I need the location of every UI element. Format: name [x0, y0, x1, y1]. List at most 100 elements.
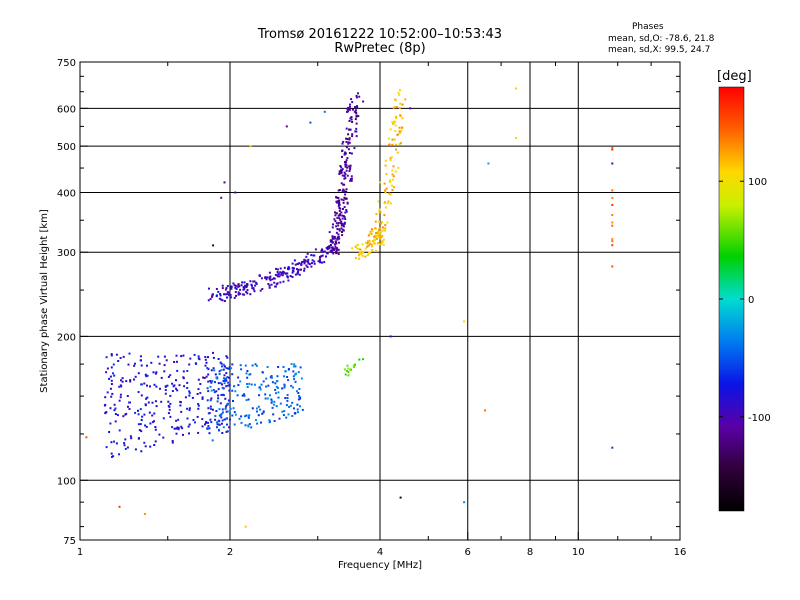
data-point — [267, 283, 270, 285]
data-point — [123, 442, 126, 444]
data-point — [392, 122, 395, 125]
data-point — [335, 249, 338, 252]
data-point — [375, 232, 378, 234]
data-point — [367, 240, 369, 243]
data-point — [366, 245, 369, 248]
data-point — [230, 367, 233, 370]
data-point — [379, 222, 382, 225]
data-point — [237, 376, 240, 379]
data-point — [355, 127, 358, 130]
data-point — [175, 427, 178, 430]
data-point — [328, 231, 331, 234]
data-point — [394, 124, 397, 127]
data-point — [399, 142, 402, 145]
data-point — [225, 287, 228, 289]
data-point — [206, 427, 209, 430]
data-point — [296, 408, 299, 411]
data-point — [351, 101, 354, 104]
data-point — [344, 368, 346, 371]
data-point — [611, 240, 614, 243]
data-point — [187, 425, 190, 428]
data-point — [345, 159, 348, 162]
data-point — [110, 395, 113, 398]
data-point — [134, 448, 137, 451]
data-point — [297, 411, 299, 414]
data-point — [265, 377, 268, 380]
data-point — [366, 242, 369, 245]
data-point — [401, 117, 404, 120]
data-point — [243, 394, 246, 397]
data-point — [206, 387, 209, 390]
data-point — [182, 370, 185, 373]
data-point — [177, 418, 180, 421]
data-point — [389, 157, 392, 160]
data-point — [207, 373, 210, 376]
data-point — [344, 151, 347, 154]
data-point — [181, 427, 184, 430]
data-point — [239, 288, 242, 291]
data-point — [212, 356, 215, 359]
data-point — [346, 364, 349, 367]
data-point — [268, 277, 271, 280]
data-point — [338, 199, 340, 202]
data-point — [335, 252, 338, 254]
data-point — [226, 291, 229, 294]
data-point — [337, 196, 340, 199]
phase-stats-o-mode: mean, sd,O: -78.6, 21.8 — [608, 34, 715, 44]
data-point — [266, 397, 269, 400]
data-point — [225, 379, 228, 382]
data-point — [384, 229, 386, 232]
data-point — [180, 425, 183, 428]
data-point — [611, 203, 614, 206]
chart-subtitle: RwPretec (8p) — [334, 41, 426, 56]
data-point — [179, 400, 182, 403]
data-point — [354, 363, 356, 366]
data-point — [355, 130, 358, 133]
data-point — [350, 118, 353, 121]
data-point — [207, 425, 210, 428]
data-point — [300, 262, 303, 265]
data-point — [379, 230, 381, 233]
data-point — [394, 130, 397, 133]
data-point — [196, 415, 199, 418]
data-point — [357, 92, 359, 95]
data-point — [343, 206, 346, 208]
data-point — [391, 178, 394, 181]
data-point — [154, 440, 157, 443]
data-point — [169, 374, 172, 377]
data-point — [395, 115, 397, 118]
data-point — [337, 248, 340, 251]
data-point — [341, 214, 344, 217]
data-point — [345, 190, 348, 193]
data-point — [297, 398, 300, 401]
data-point — [305, 255, 308, 258]
data-point — [384, 164, 387, 167]
data-point — [278, 417, 281, 420]
data-point — [129, 380, 132, 383]
x-tick-label: 8 — [527, 547, 533, 558]
data-point — [333, 247, 336, 250]
data-point — [214, 381, 216, 384]
data-point — [298, 395, 300, 397]
data-point — [306, 252, 309, 255]
data-point — [325, 255, 327, 258]
data-point — [241, 281, 244, 284]
data-point — [391, 173, 394, 176]
data-point — [246, 292, 249, 295]
data-point — [245, 414, 248, 417]
data-point — [219, 402, 222, 405]
data-point — [375, 236, 377, 239]
data-point — [194, 362, 197, 365]
data-point — [255, 281, 258, 284]
data-point — [310, 265, 313, 268]
data-point — [273, 400, 276, 403]
data-point — [167, 412, 170, 415]
data-point — [119, 396, 122, 399]
data-point — [245, 291, 248, 293]
data-point — [127, 363, 130, 366]
data-point — [282, 366, 285, 368]
data-point — [139, 423, 142, 426]
data-point — [109, 387, 112, 390]
data-point — [157, 355, 160, 358]
data-point — [118, 385, 121, 388]
